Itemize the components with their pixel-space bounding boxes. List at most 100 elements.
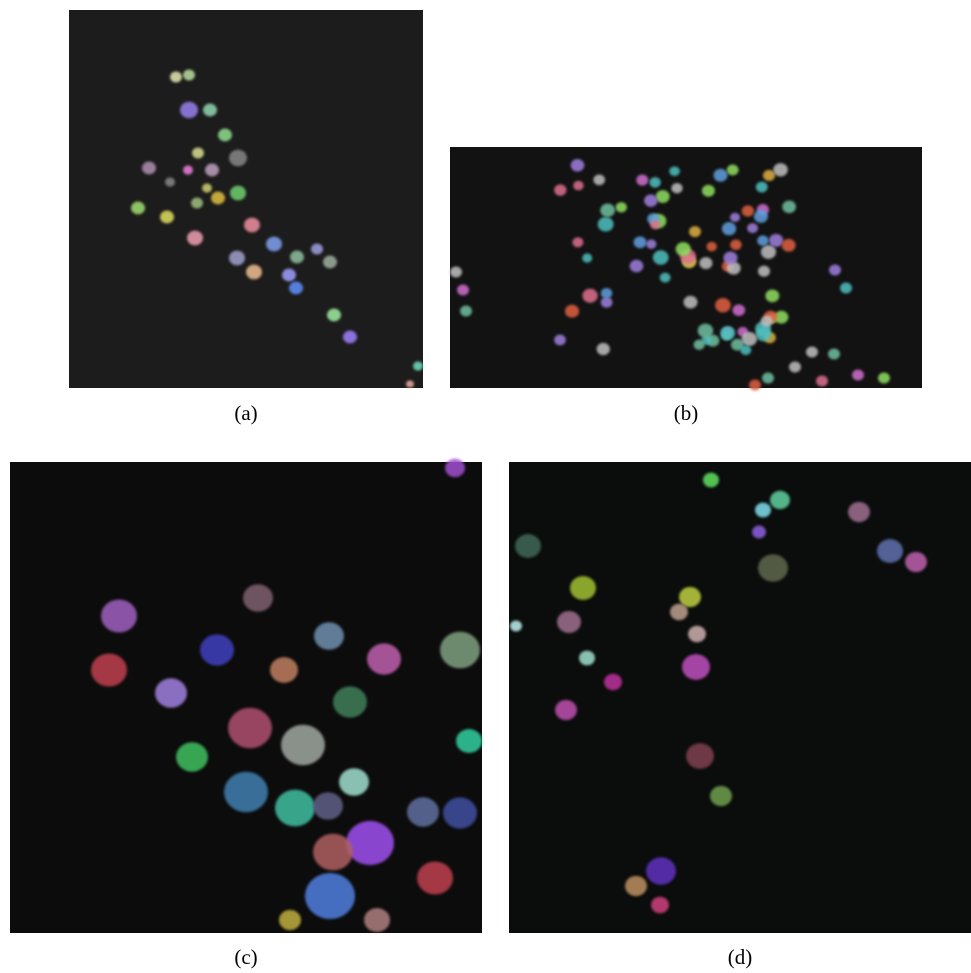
nucleus <box>417 861 453 895</box>
nucleus <box>211 191 225 205</box>
nucleus <box>770 490 790 510</box>
nucleus <box>170 71 182 83</box>
nucleus <box>460 305 472 317</box>
nucleus <box>142 161 156 175</box>
nucleus <box>572 237 584 248</box>
nucleus <box>305 873 355 919</box>
nucleus <box>554 334 566 346</box>
nucleus <box>651 896 669 914</box>
nucleus <box>758 554 788 582</box>
nucleus <box>671 183 683 194</box>
nucleus <box>852 369 864 381</box>
nucleus <box>721 222 737 236</box>
panel-d-image <box>509 462 971 933</box>
nucleus <box>570 158 585 172</box>
nucleus <box>570 576 596 600</box>
nucleus <box>596 342 610 356</box>
nucleus <box>155 678 187 708</box>
nucleus <box>816 375 828 387</box>
nucleus <box>755 181 768 193</box>
nucleus <box>768 233 784 247</box>
nucleus <box>646 857 676 885</box>
caption: (c) <box>234 945 257 969</box>
nucleus <box>445 458 465 478</box>
nucleus <box>730 212 741 222</box>
nucleus <box>600 203 616 218</box>
caption: (d) <box>728 945 753 969</box>
nucleus <box>281 724 325 766</box>
nucleus <box>686 743 714 769</box>
nucleus <box>191 197 203 209</box>
nucleus <box>593 174 606 186</box>
nucleus <box>701 184 715 197</box>
nucleus <box>840 282 852 294</box>
caption: (b) <box>674 401 699 425</box>
nucleus <box>828 348 840 360</box>
nucleus <box>176 742 208 772</box>
nucleus <box>757 235 769 246</box>
nucleus <box>688 625 706 643</box>
nucleus <box>757 265 771 277</box>
nucleus <box>346 820 394 866</box>
nucleus <box>282 268 296 282</box>
nucleus <box>228 707 272 749</box>
panel-a-image <box>69 10 423 388</box>
nucleus <box>682 654 710 680</box>
nucleus <box>582 253 593 263</box>
nucleus <box>762 169 776 182</box>
nucleus <box>183 69 195 81</box>
nucleus <box>675 242 691 257</box>
nucleus <box>313 792 343 820</box>
nucleus <box>200 634 234 666</box>
nucleus <box>710 785 732 807</box>
nucleus <box>699 257 713 270</box>
nucleus <box>646 239 657 249</box>
nucleus <box>773 163 788 177</box>
nucleus <box>218 128 232 142</box>
nucleus <box>290 250 304 264</box>
nucleus <box>367 643 401 675</box>
nucleus <box>629 259 644 273</box>
nucleus <box>131 201 145 215</box>
nucleus <box>557 610 581 634</box>
nucleus <box>760 315 773 327</box>
nucleus <box>732 304 746 316</box>
nucleus <box>649 177 661 188</box>
nucleus <box>765 289 780 303</box>
nucleus <box>706 241 717 252</box>
nucleus <box>782 200 797 214</box>
nucleus <box>579 650 595 666</box>
nucleus <box>604 673 622 691</box>
nucleus <box>246 264 262 280</box>
nucleus <box>165 177 175 187</box>
nucleus <box>407 797 439 827</box>
nucleus <box>582 288 598 303</box>
nucleus <box>726 164 739 176</box>
nucleus <box>730 239 742 251</box>
nucleus <box>693 339 705 350</box>
nucleus <box>266 236 282 252</box>
nucleus <box>749 379 761 391</box>
nucleus <box>848 501 870 523</box>
nucleus <box>443 797 477 829</box>
nucleus <box>244 217 260 233</box>
nucleus <box>314 622 344 650</box>
nucleus <box>659 272 671 283</box>
nucleus <box>203 103 217 117</box>
nucleus <box>279 909 301 931</box>
nucleus <box>230 185 246 201</box>
nucleus <box>343 330 357 344</box>
nucleus <box>323 255 337 269</box>
nucleus <box>789 361 801 373</box>
nucleus <box>806 346 818 358</box>
nucleus <box>91 653 127 687</box>
nucleus <box>180 101 198 119</box>
nucleus <box>270 657 298 683</box>
nucleus <box>741 331 757 347</box>
nucleus <box>730 338 744 351</box>
nucleus <box>313 833 353 871</box>
nucleus <box>333 686 367 718</box>
nucleus <box>229 250 245 266</box>
nucleus <box>625 875 647 897</box>
